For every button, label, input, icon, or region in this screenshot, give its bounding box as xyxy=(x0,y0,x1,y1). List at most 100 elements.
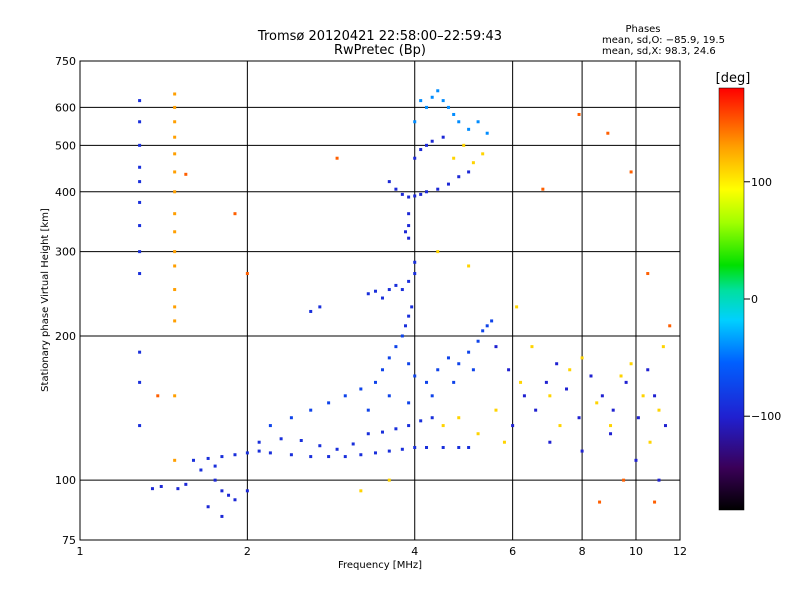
data-point xyxy=(436,368,440,372)
data-point xyxy=(359,387,363,391)
data-point xyxy=(436,89,440,93)
data-point xyxy=(268,451,272,455)
data-point xyxy=(173,458,177,462)
data-point xyxy=(413,156,417,160)
data-point xyxy=(138,350,142,354)
data-point xyxy=(309,455,313,459)
data-point xyxy=(268,424,272,428)
data-point xyxy=(359,453,363,457)
data-point xyxy=(407,224,411,228)
data-point xyxy=(467,350,471,354)
data-point xyxy=(629,170,633,174)
data-point xyxy=(609,432,613,436)
data-point xyxy=(636,416,640,420)
data-point xyxy=(138,272,142,276)
data-point xyxy=(206,456,210,460)
y-tick-labels: 75 100 200 300 400 500 600 750 xyxy=(55,55,76,547)
data-point xyxy=(233,453,237,457)
data-point xyxy=(446,105,450,109)
data-point xyxy=(394,283,398,287)
data-point xyxy=(515,305,519,309)
data-point xyxy=(629,362,633,366)
data-point xyxy=(366,432,370,436)
data-point xyxy=(634,458,638,462)
data-point xyxy=(138,380,142,384)
data-point xyxy=(467,127,471,131)
data-point xyxy=(199,468,203,472)
data-point xyxy=(471,161,475,165)
data-point xyxy=(394,345,398,349)
data-point xyxy=(173,152,177,156)
data-point xyxy=(657,478,661,482)
data-point xyxy=(289,416,293,420)
data-point xyxy=(407,236,411,240)
data-point xyxy=(410,305,414,309)
data-point xyxy=(309,408,313,412)
data-point xyxy=(430,139,434,143)
data-point xyxy=(184,172,188,176)
data-point xyxy=(173,120,177,124)
data-point xyxy=(413,445,417,449)
data-point xyxy=(457,445,461,449)
x-axis-label: Frequency [MHz] xyxy=(338,560,422,571)
data-point xyxy=(577,416,581,420)
data-point xyxy=(335,447,339,451)
x-tick-label: 1 xyxy=(77,545,84,558)
data-point xyxy=(380,296,384,300)
data-point xyxy=(156,394,160,398)
data-point xyxy=(430,416,434,420)
data-point xyxy=(173,92,177,96)
data-point xyxy=(663,424,667,428)
y-axis-label: Stationary phase Virtual Height [km] xyxy=(40,208,51,392)
data-point xyxy=(657,408,661,412)
x-tick-label: 2 xyxy=(244,545,251,558)
data-point xyxy=(441,99,445,103)
x-tick-label: 12 xyxy=(673,545,687,558)
plot-area xyxy=(79,60,681,541)
x-tick-label: 4 xyxy=(411,545,418,558)
data-point xyxy=(407,195,411,199)
data-point xyxy=(457,362,461,366)
data-point xyxy=(407,424,411,428)
data-point xyxy=(425,190,429,194)
data-point xyxy=(609,424,613,428)
data-point xyxy=(173,319,177,323)
data-point xyxy=(600,394,604,398)
data-point xyxy=(519,380,523,384)
data-point xyxy=(467,264,471,268)
data-point xyxy=(490,319,494,323)
data-point xyxy=(646,272,650,276)
data-point xyxy=(404,230,408,234)
data-point xyxy=(419,192,423,196)
data-point xyxy=(457,175,461,179)
plot-frame xyxy=(79,60,681,541)
data-point xyxy=(653,394,657,398)
data-point xyxy=(173,250,177,254)
data-point xyxy=(233,212,237,216)
data-point xyxy=(138,200,142,204)
data-point xyxy=(641,394,645,398)
data-point xyxy=(380,430,384,434)
data-point xyxy=(568,368,572,372)
data-point xyxy=(481,329,485,333)
data-point xyxy=(419,419,423,423)
colorbar-tick-label: 0 xyxy=(751,293,758,306)
data-point xyxy=(173,135,177,139)
data-point xyxy=(436,187,440,191)
data-point xyxy=(407,362,411,366)
data-point xyxy=(387,478,391,482)
data-point xyxy=(138,224,142,228)
data-point xyxy=(138,120,142,124)
data-points xyxy=(138,89,672,518)
data-point xyxy=(555,362,559,366)
data-point xyxy=(430,394,434,398)
data-point xyxy=(507,368,511,372)
data-point xyxy=(150,487,154,491)
data-point xyxy=(407,314,411,318)
colorbar-tick-label: −100 xyxy=(751,410,781,423)
data-point xyxy=(373,289,377,293)
data-point xyxy=(622,478,626,482)
data-point xyxy=(245,489,249,493)
data-point xyxy=(373,451,377,455)
